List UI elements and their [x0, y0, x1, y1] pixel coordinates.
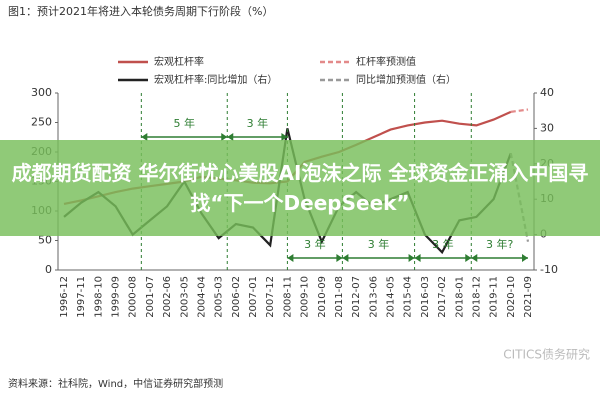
x-tick-label: 1999-09: [111, 276, 122, 318]
x-tick-label: 2005-03: [214, 276, 225, 318]
y2-tick-label: 30: [540, 121, 554, 134]
y-tick-label: 300: [31, 86, 52, 99]
legend-label: 宏观杠杆率:同比增加（右）: [154, 73, 277, 86]
x-tick-label: 2014-05: [386, 276, 397, 318]
x-tick-label: 2003-05: [179, 276, 190, 318]
y-tick-label: 250: [31, 116, 52, 129]
annotation: 3 年: [247, 116, 269, 130]
source: 资料来源：社科院，Wind，中信证券研究部预测: [8, 377, 223, 390]
y2-tick-label: -10: [540, 263, 558, 276]
y-tick-label: 50: [38, 234, 52, 247]
x-tick-label: 1996-12: [59, 276, 70, 318]
x-tick-label: 2021-09: [523, 276, 534, 318]
legend-label: 宏观杠杆率: [154, 55, 204, 68]
x-tick-label: 2000-08: [128, 276, 139, 318]
x-tick-label: 2013-06: [368, 276, 379, 318]
x-tick-label: 2017-02: [437, 276, 448, 318]
x-tick-label: 2011-08: [334, 276, 345, 318]
x-tick-label: 2009-10: [300, 276, 311, 318]
x-tick-label: 1997-11: [76, 276, 87, 318]
x-tick-label: 2018-01: [454, 276, 465, 318]
x-tick-label: 2010-09: [317, 276, 328, 318]
watermark: CITICS债务研究: [503, 347, 590, 362]
x-tick-label: 1998-10: [93, 276, 104, 318]
x-tick-label: 2020-10: [506, 276, 517, 318]
x-tick-label: 2019-11: [489, 276, 500, 318]
y-tick-label: 0: [45, 263, 52, 276]
x-tick-label: 2018-12: [471, 276, 482, 318]
annotation: 3 年: [304, 237, 326, 251]
x-tick-label: 2015-04: [403, 276, 414, 318]
x-tick-label: 2008-11: [282, 276, 293, 318]
x-tick-label: 2012-07: [351, 276, 362, 318]
x-tick-label: 2006-02: [231, 276, 242, 318]
series-line: [510, 108, 529, 113]
annotation: 3 年: [432, 237, 454, 251]
arrow-head: [414, 254, 472, 262]
legend-label: 杠杆率预测值: [356, 55, 416, 68]
y2-tick-label: 40: [540, 86, 554, 99]
x-tick-label: 2016-03: [420, 276, 431, 318]
banner: 成都期货配资 华尔街忧心美股AI泡沫之际 全球资金正涌入中国寻找“下一个Deep…: [0, 140, 600, 236]
arrow-head: [287, 254, 343, 262]
banner-text: 成都期货配资 华尔街忧心美股AI泡沫之际 全球资金正涌入中国寻找“下一个Deep…: [11, 161, 589, 215]
x-tick-label: 2002-06: [162, 276, 173, 318]
legend-label: 同比增加预测值（右）: [356, 73, 456, 86]
x-tick-label: 2004-04: [196, 276, 207, 318]
x-tick-label: 2001-07: [145, 276, 156, 318]
chart-title: 图1：预计2021年将进入本轮债务周期下行阶段（%）: [8, 4, 273, 18]
x-tick-label: 2007-12: [265, 276, 276, 318]
arrow-head: [471, 254, 528, 262]
annotation: 3 年?: [486, 237, 513, 251]
annotation: 3 年: [368, 237, 390, 251]
annotation: 5 年: [174, 116, 196, 130]
x-tick-label: 2007-01: [248, 276, 259, 318]
